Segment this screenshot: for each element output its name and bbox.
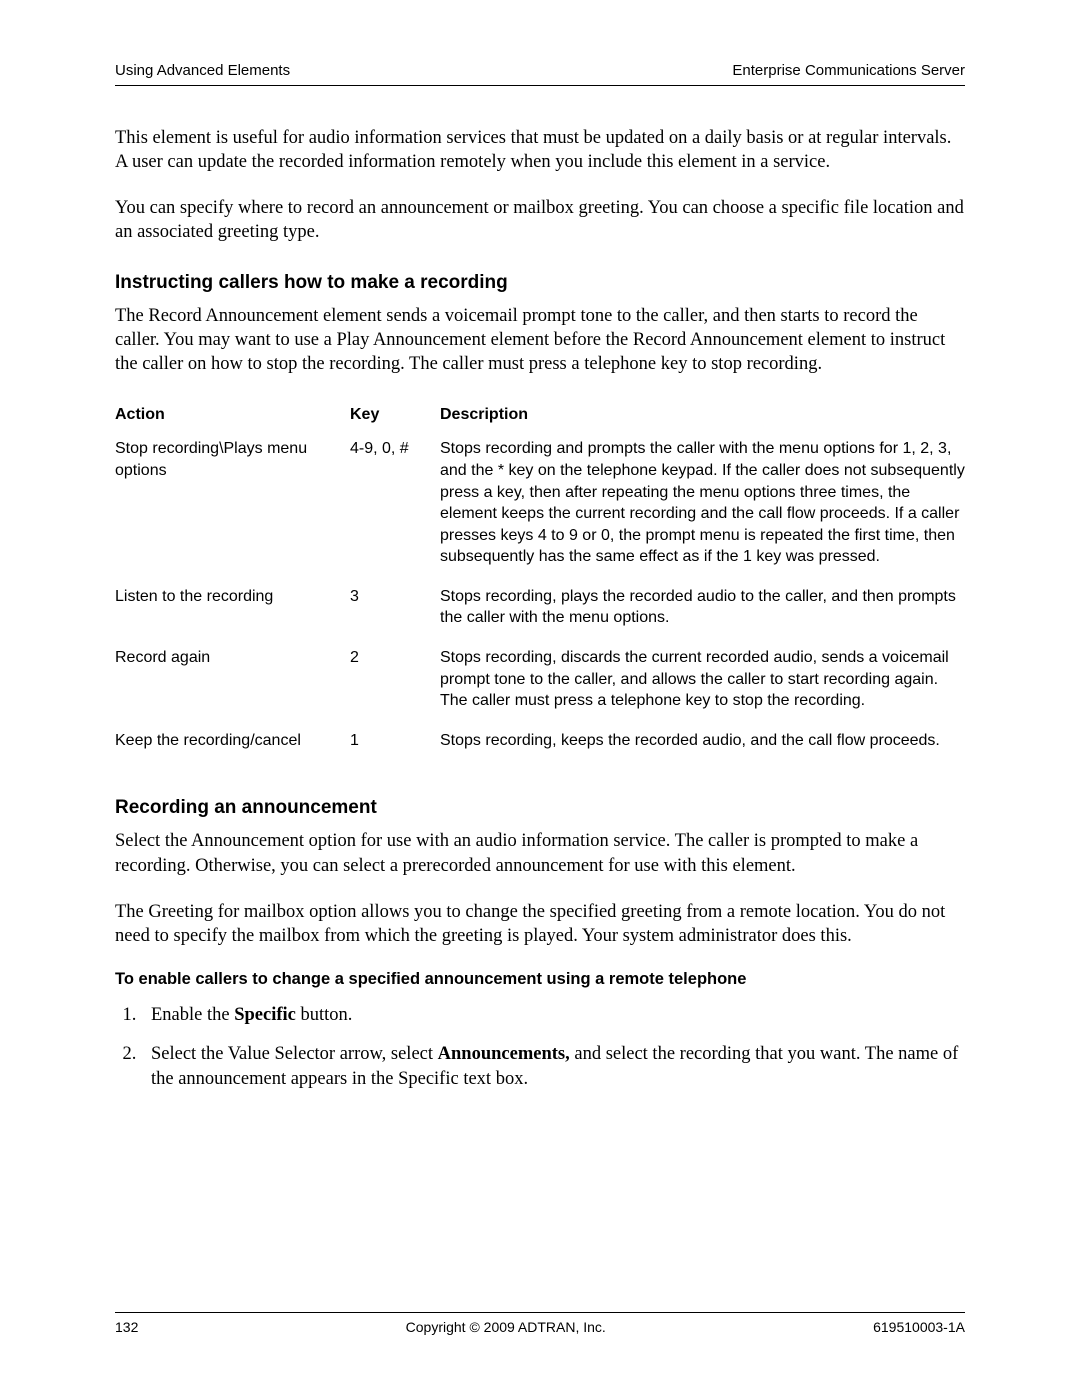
table-header-row: Action Key Description bbox=[115, 406, 965, 438]
step-text: Select the Value Selector arrow, select bbox=[151, 1044, 438, 1064]
footer-docid: 619510003-1A bbox=[873, 1319, 965, 1335]
section-heading-recording: Recording an announcement bbox=[115, 797, 965, 819]
page-footer: 132 Copyright © 2009 ADTRAN, Inc. 619510… bbox=[115, 1312, 965, 1335]
header-right: Enterprise Communications Server bbox=[732, 62, 965, 79]
section2-paragraph-1: Select the Announcement option for use w… bbox=[115, 829, 965, 877]
table-row: Stop recording\Plays menu options 4-9, 0… bbox=[115, 438, 965, 586]
cell-key: 4-9, 0, # bbox=[350, 438, 440, 586]
table-row: Record again 2 Stops recording, discards… bbox=[115, 647, 965, 730]
list-item: Select the Value Selector arrow, select … bbox=[141, 1042, 965, 1092]
cell-key: 1 bbox=[350, 730, 440, 770]
step-text: Enable the bbox=[151, 1005, 234, 1025]
steps-list: Enable the Specific button. Select the V… bbox=[141, 1003, 965, 1092]
subheading-enable-callers: To enable callers to change a specified … bbox=[115, 970, 965, 989]
section2-paragraph-2: The Greeting for mailbox option allows y… bbox=[115, 900, 965, 948]
step-bold: Announcements, bbox=[438, 1044, 570, 1064]
intro-paragraph-1: This element is useful for audio informa… bbox=[115, 126, 965, 174]
cell-desc: Stops recording, plays the recorded audi… bbox=[440, 586, 965, 647]
cell-action: Record again bbox=[115, 647, 350, 730]
col-header-key: Key bbox=[350, 406, 440, 438]
table-row: Listen to the recording 3 Stops recordin… bbox=[115, 586, 965, 647]
cell-desc: Stops recording, keeps the recorded audi… bbox=[440, 730, 965, 770]
col-header-action: Action bbox=[115, 406, 350, 438]
col-header-desc: Description bbox=[440, 406, 965, 438]
page-header: Using Advanced Elements Enterprise Commu… bbox=[115, 62, 965, 86]
section1-paragraph: The Record Announcement element sends a … bbox=[115, 304, 965, 376]
cell-desc: Stops recording and prompts the caller w… bbox=[440, 438, 965, 586]
table-row: Keep the recording/cancel 1 Stops record… bbox=[115, 730, 965, 770]
section-heading-instructing: Instructing callers how to make a record… bbox=[115, 272, 965, 294]
step-text: button. bbox=[296, 1005, 353, 1025]
cell-desc: Stops recording, discards the current re… bbox=[440, 647, 965, 730]
footer-copyright: Copyright © 2009 ADTRAN, Inc. bbox=[406, 1319, 606, 1335]
cell-action: Stop recording\Plays menu options bbox=[115, 438, 350, 586]
intro-paragraph-2: You can specify where to record an annou… bbox=[115, 196, 965, 244]
actions-table: Action Key Description Stop recording\Pl… bbox=[115, 406, 965, 769]
list-item: Enable the Specific button. bbox=[141, 1003, 965, 1028]
cell-key: 3 bbox=[350, 586, 440, 647]
cell-action: Listen to the recording bbox=[115, 586, 350, 647]
footer-page-number: 132 bbox=[115, 1319, 138, 1335]
step-bold: Specific bbox=[234, 1005, 296, 1025]
cell-key: 2 bbox=[350, 647, 440, 730]
header-left: Using Advanced Elements bbox=[115, 62, 290, 79]
cell-action: Keep the recording/cancel bbox=[115, 730, 350, 770]
page-content: Using Advanced Elements Enterprise Commu… bbox=[0, 0, 1080, 1092]
